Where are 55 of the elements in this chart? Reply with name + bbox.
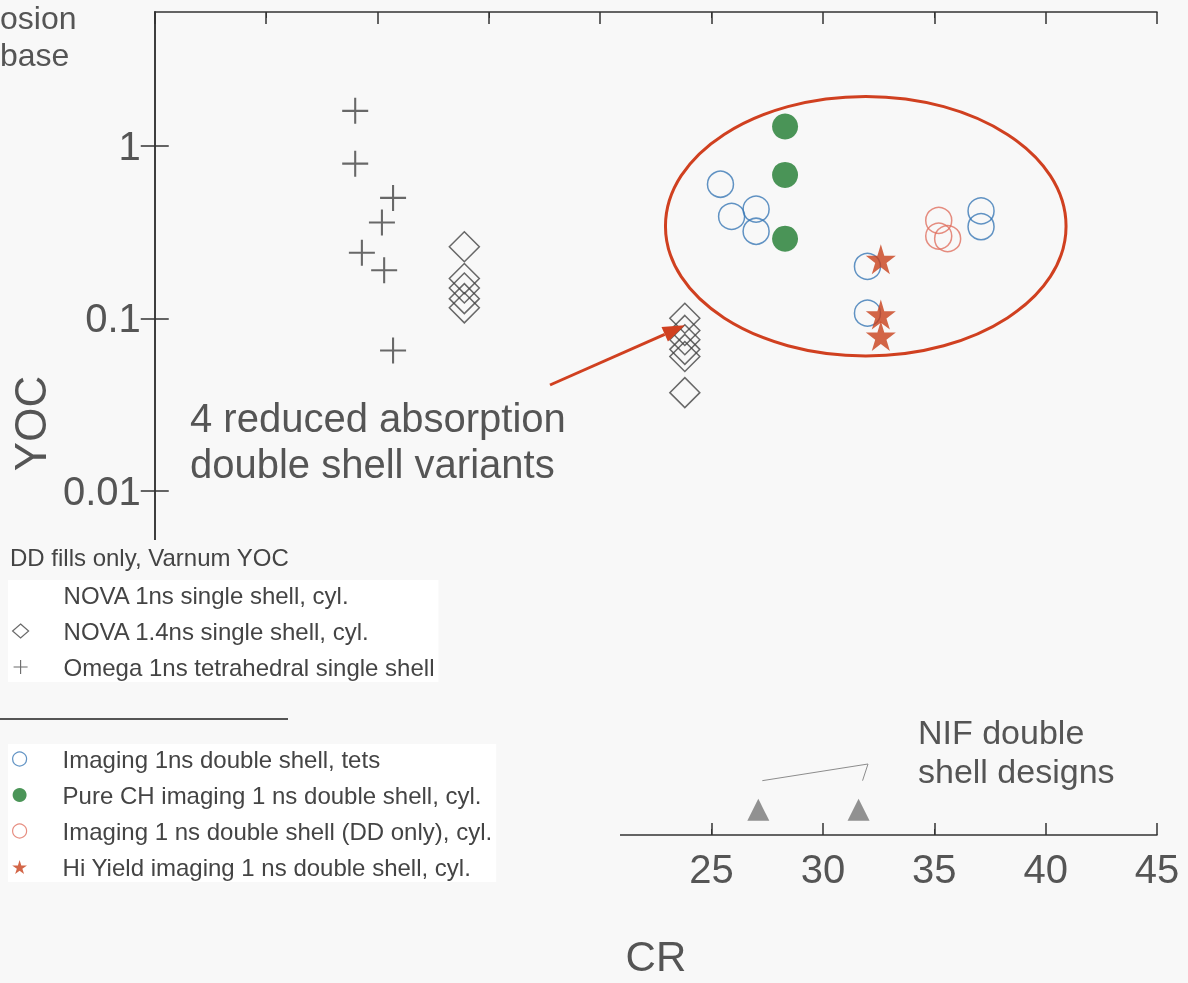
legend-label: Pure CH imaging 1 ns double shell, cyl. (62, 781, 482, 809)
legend-label: Hi Yield imaging 1 ns double shell, cyl. (62, 853, 471, 881)
x-tick-label: 35 (912, 847, 957, 891)
legend-label: NOVA 1.4ns single shell, cyl. (63, 617, 369, 645)
point (448, 231, 481, 263)
legend-label: Imaging 1 ns double shell (DD only), cyl. (62, 817, 493, 845)
x-tick-label: 40 (1023, 847, 1068, 891)
point (448, 272, 481, 304)
annotation: 4 reduced absorption double shell variants (190, 396, 566, 486)
y-tick-label: 1 (118, 124, 141, 169)
point (865, 244, 896, 275)
point (747, 798, 770, 821)
point (967, 212, 995, 241)
point (772, 161, 799, 188)
y-tick-label: 0.1 (85, 296, 141, 341)
legend-label: Imaging 1ns double shell, tets (62, 745, 381, 773)
point (448, 292, 481, 324)
annotation: NIF double shell designs (918, 712, 1115, 790)
x-axis-title: CR (625, 932, 687, 980)
legend-title: DD fills only, Varnum YOC (10, 543, 289, 571)
point (669, 324, 701, 356)
point (380, 337, 407, 364)
point (371, 257, 398, 284)
point (742, 217, 770, 246)
point (348, 239, 375, 266)
x-tick-label: 30 (800, 847, 846, 891)
point (967, 197, 995, 225)
y-tick-label: 0.01 (62, 468, 141, 513)
x-tick-label: 25 (689, 847, 734, 891)
point (669, 302, 701, 335)
legend-label: NOVA 1ns single shell, cyl. (63, 581, 349, 609)
point (448, 282, 481, 315)
y-axis-title: YOC (5, 375, 55, 472)
point (368, 209, 395, 236)
point (380, 184, 407, 211)
point (772, 113, 799, 140)
point (342, 97, 369, 124)
x-tick-label: 45 (1134, 847, 1180, 891)
point (706, 170, 735, 198)
point (448, 262, 481, 295)
point (865, 299, 896, 330)
point (669, 333, 701, 366)
point (925, 222, 953, 250)
point (925, 206, 953, 235)
legend-label: Omega 1ns tetrahedral single shell (63, 653, 435, 681)
point (717, 202, 746, 231)
text: osion base (0, 0, 77, 74)
point (772, 225, 799, 252)
point (669, 340, 701, 373)
point (865, 320, 896, 351)
point (742, 195, 770, 223)
point (342, 150, 369, 177)
point (669, 376, 701, 409)
point (847, 798, 870, 821)
point (933, 224, 962, 253)
